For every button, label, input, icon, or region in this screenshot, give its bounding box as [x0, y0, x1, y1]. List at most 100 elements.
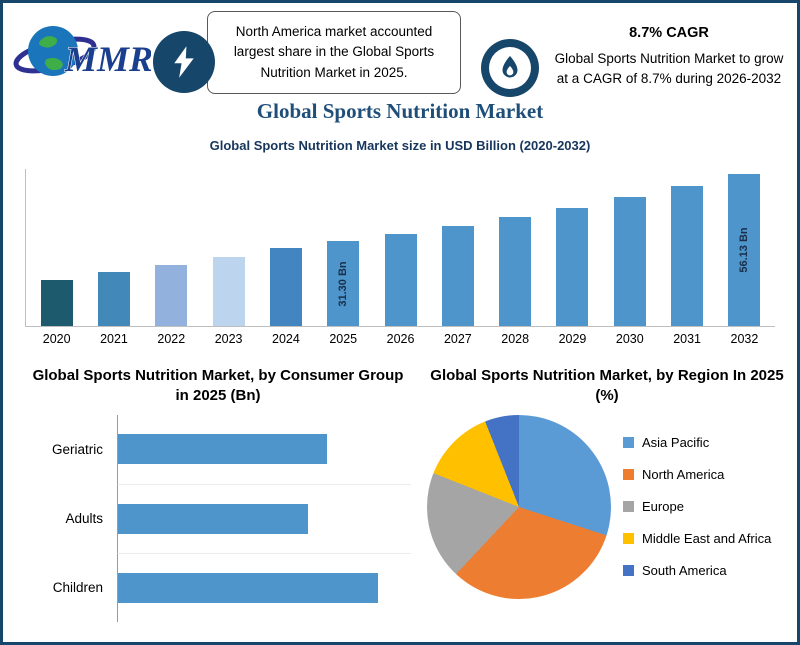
legend-swatch: [623, 532, 634, 544]
x-tick-2027: 2027: [443, 332, 472, 346]
bar-column: [429, 169, 486, 326]
hbar-category-label: Children: [52, 579, 103, 595]
bar-column: [200, 169, 257, 326]
bar-column: 56.13 Bn: [716, 169, 773, 326]
region-pie-wrap: Asia Pacific North America Europe Middle Ea…: [427, 414, 787, 599]
bar-value-label: 56.13 Bn: [738, 227, 751, 273]
flame-icon-disc: [489, 47, 531, 89]
legend-item: North America: [623, 467, 771, 482]
legend-swatch: [623, 564, 634, 576]
legend-label: North America: [642, 466, 725, 482]
hbar-adults: [118, 503, 309, 534]
bar-column: [544, 169, 601, 326]
bar-2027: [441, 225, 474, 326]
market-size-chart-section: Global Sports Nutrition Market size in U…: [25, 138, 775, 346]
x-tick-2022: 2022: [157, 332, 186, 346]
bar-column: [658, 169, 715, 326]
x-tick-2032: 2032: [730, 332, 759, 346]
x-tick-2030: 2030: [615, 332, 644, 346]
bar-2023: [212, 256, 245, 326]
hbar-plot-area: [117, 414, 411, 484]
flame-icon: [481, 39, 539, 97]
market-size-chart-title: Global Sports Nutrition Market size in U…: [209, 138, 591, 153]
flame-glyph: [502, 56, 518, 78]
hbar-category-label: Adults: [65, 510, 103, 526]
globe-land-south: [45, 57, 63, 71]
legend-swatch: [623, 436, 634, 448]
hbar-row: Children: [25, 552, 411, 622]
legend-item: Middle East and Africa: [623, 531, 771, 546]
bar-2024: [269, 248, 302, 326]
bar-2022: [155, 265, 188, 326]
bar-2028: [499, 217, 532, 326]
globe-land-north: [39, 36, 58, 48]
hbar-category-label: Geriatric: [51, 441, 103, 457]
legend-item: Asia Pacific: [623, 435, 771, 450]
bottom-charts: Global Sports Nutrition Market, by Consu…: [3, 366, 797, 622]
lightning-icon: [153, 31, 215, 93]
x-tick-2023: 2023: [214, 332, 243, 346]
bar-2020: [40, 279, 73, 326]
logo-text: MMR: [64, 39, 151, 79]
bar-column: 31.30 Bn: [315, 169, 372, 326]
x-tick-2025: 2025: [329, 332, 358, 346]
bar-column: [487, 169, 544, 326]
globe-icon: [28, 26, 78, 76]
lightning-glyph: [174, 46, 194, 78]
header: MMR North America market accounted large…: [3, 3, 797, 97]
legend-label: Asia Pacific: [642, 434, 710, 450]
x-tick-2026: 2026: [386, 332, 415, 346]
market-size-bar-chart: 31.30 Bn 56.13 Bn: [25, 169, 775, 327]
region-chart-section: Global Sports Nutrition Market, by Regio…: [411, 366, 787, 622]
consumer-group-chart-section: Global Sports Nutrition Market, by Consu…: [13, 366, 411, 622]
cagr-callout: 8.7% CAGR Global Sports Nutrition Market…: [481, 11, 787, 97]
consumer-group-bar-chart: Geriatric Adults Children: [25, 414, 411, 622]
legend-label: Middle East and Africa: [642, 530, 772, 546]
highlight-text: North America market accounted largest s…: [207, 11, 461, 94]
bar-value-label: 31.30 Bn: [337, 261, 350, 307]
x-tick-2028: 2028: [501, 332, 530, 346]
bar-2029: [556, 207, 589, 326]
page-title: Global Sports Nutrition Market: [256, 99, 544, 123]
hbar-plot-area: [117, 483, 411, 553]
x-tick-2029: 2029: [558, 332, 587, 346]
hbar-row: Adults: [25, 483, 411, 553]
hbar-geriatric: [118, 434, 328, 464]
bar-column: [372, 169, 429, 326]
legend-label: Europe: [642, 498, 684, 514]
cagr-title: 8.7% CAGR: [629, 25, 709, 41]
market-size-x-axis: 2020 2021 2022 2023 2024 2025 2026 2027 2028 2029…: [25, 327, 775, 346]
bar-column: [601, 169, 658, 326]
bar-2030: [613, 197, 646, 326]
x-tick-2024: 2024: [272, 332, 300, 346]
mmr-logo: MMR: [13, 11, 154, 97]
legend-swatch: [623, 500, 634, 512]
consumer-group-chart-title: Global Sports Nutrition Market, by Consu…: [32, 367, 404, 405]
x-tick-2021: 2021: [100, 332, 128, 346]
highlight-callout: North America market accounted largest s…: [153, 11, 461, 94]
bar-column: [85, 169, 142, 326]
x-tick-2031: 2031: [673, 332, 701, 346]
legend-item: South America: [623, 563, 771, 578]
bar-2025: 31.30 Bn: [327, 241, 360, 326]
region-pie-chart: [427, 414, 611, 599]
x-tick-2020: 2020: [42, 332, 71, 346]
bar-column: [143, 169, 200, 326]
bar-column: [28, 169, 85, 326]
region-legend: Asia Pacific North America Europe Middle Ea…: [623, 435, 771, 595]
cagr-block: 8.7% CAGR Global Sports Nutrition Market…: [551, 11, 787, 90]
hbar-plot-area: [117, 552, 411, 622]
hbar-children: [118, 572, 378, 603]
region-chart-title: Global Sports Nutrition Market, by Regio…: [430, 367, 784, 405]
bar-column: [257, 169, 314, 326]
hbar-row: Geriatric: [25, 414, 411, 484]
mmr-logo-graphic: MMR: [13, 26, 154, 80]
bar-2026: [384, 233, 417, 326]
legend-swatch: [623, 468, 634, 480]
bar-2031: [671, 186, 704, 326]
legend-item: Europe: [623, 499, 771, 514]
bar-2032: 56.13 Bn: [728, 174, 761, 326]
cagr-text: Global Sports Nutrition Market to grow a…: [554, 51, 784, 87]
legend-label: South America: [642, 562, 727, 578]
